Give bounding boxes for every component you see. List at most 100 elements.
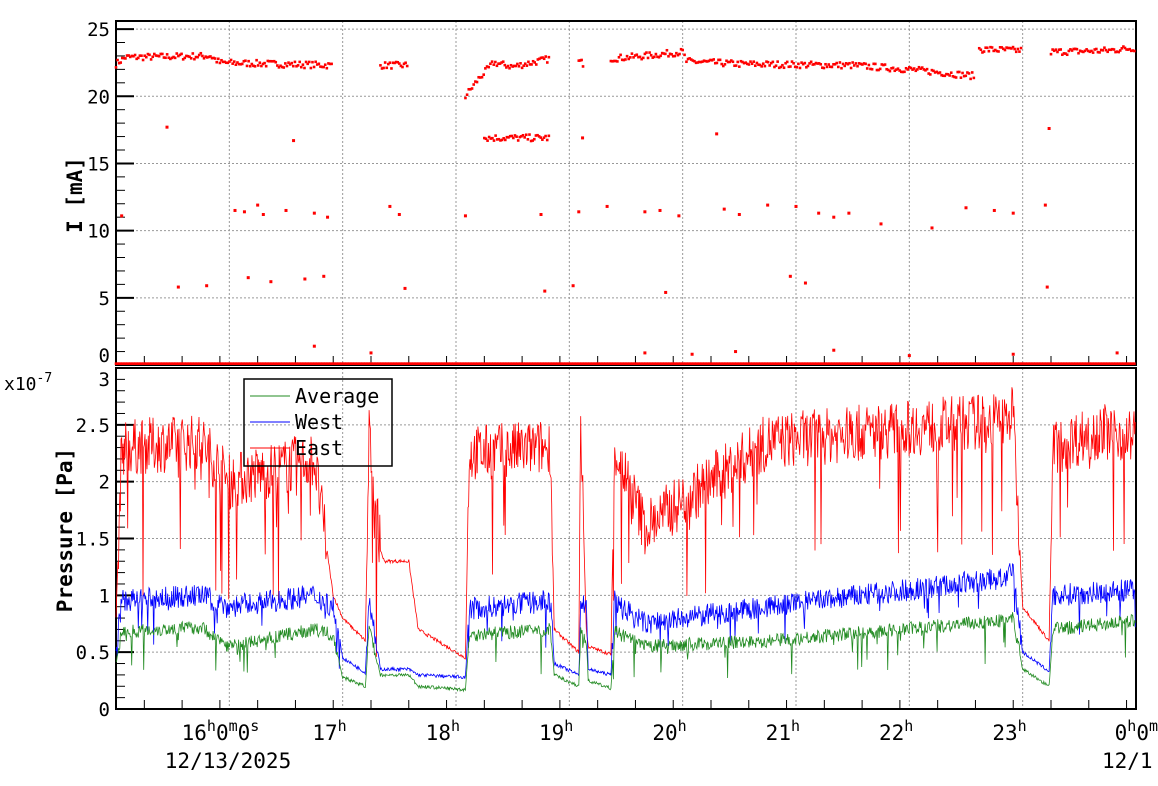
current-point [480, 362, 484, 365]
current-point [364, 362, 367, 365]
current-point [843, 64, 846, 68]
current-point [744, 362, 748, 365]
current-point [440, 362, 444, 365]
current-point [719, 362, 722, 365]
current-point [977, 46, 981, 50]
current-point [346, 362, 350, 365]
current-point [645, 362, 649, 365]
current-point [683, 362, 687, 365]
current-point [312, 362, 316, 365]
current-point [325, 362, 329, 365]
current-point [624, 58, 627, 61]
current-point [646, 56, 650, 60]
current-point [517, 64, 521, 68]
current-point [614, 59, 618, 63]
current-point [880, 63, 884, 66]
current-point [494, 134, 497, 137]
y-scale-factor: x10-7 [4, 371, 52, 395]
current-point [418, 362, 422, 365]
current-point [143, 362, 147, 365]
current-point [408, 362, 412, 365]
current-point [903, 70, 906, 74]
current-point [1078, 49, 1082, 53]
current-point [133, 362, 137, 365]
current-point [924, 69, 927, 72]
current-point [309, 66, 313, 70]
current-point [821, 362, 824, 365]
current-point [432, 362, 436, 365]
current-point [774, 64, 778, 68]
current-point [508, 134, 512, 138]
current-point [116, 58, 119, 62]
current-point [470, 87, 474, 90]
current-point [1101, 362, 1104, 365]
current-point [201, 54, 204, 58]
current-point [789, 65, 792, 68]
current-point [659, 54, 662, 58]
y-tick-label: 1 [99, 585, 110, 607]
current-point [476, 362, 479, 365]
current-point [611, 60, 614, 63]
current-point [368, 362, 372, 365]
current-point [264, 362, 268, 365]
current-point [301, 362, 305, 365]
current-point [722, 362, 725, 365]
current-point [835, 61, 839, 65]
current-point [821, 66, 824, 69]
current-point [1091, 362, 1095, 365]
current-point [681, 48, 684, 52]
current-point [479, 76, 482, 79]
current-point [306, 62, 309, 66]
current-point [287, 61, 290, 64]
current-point [895, 68, 898, 71]
current-point [351, 362, 354, 365]
current-point [1125, 362, 1128, 365]
current-point [965, 362, 968, 365]
current-point [245, 64, 249, 68]
current-point [416, 362, 420, 365]
current-point [942, 362, 946, 365]
current-point [571, 362, 575, 365]
current-point [295, 362, 298, 365]
current-point [938, 71, 942, 74]
current-point [506, 362, 509, 365]
current-outlier-point [165, 125, 169, 129]
current-point [1000, 46, 1004, 49]
current-point [306, 362, 310, 365]
current-point [648, 362, 652, 365]
current-point [124, 57, 127, 60]
current-outlier-point [643, 351, 647, 355]
current-point [185, 362, 188, 365]
current-point [981, 51, 984, 54]
current-point [952, 362, 956, 365]
current-point [690, 362, 693, 365]
current-point [1085, 48, 1088, 51]
current-point [930, 362, 933, 365]
current-point [743, 362, 746, 365]
current-point [814, 362, 818, 365]
current-point [908, 66, 911, 69]
current-point [790, 362, 794, 365]
current-point [739, 362, 743, 365]
current-point [605, 362, 609, 365]
current-point [256, 64, 260, 67]
current-point [730, 59, 733, 62]
current-point [1083, 362, 1087, 365]
current-point [972, 76, 976, 80]
current-outlier-point [322, 274, 326, 278]
current-point [1101, 49, 1105, 52]
current-point [165, 53, 169, 56]
current-point [141, 362, 145, 365]
current-point [547, 55, 551, 59]
current-point [701, 60, 704, 63]
current-point [730, 362, 733, 365]
current-point [867, 63, 871, 67]
current-point [919, 67, 922, 71]
current-point [220, 58, 223, 62]
current-point [1115, 50, 1119, 53]
current-point [616, 60, 619, 63]
current-point [448, 362, 452, 365]
current-outlier-point [205, 284, 209, 288]
current-point [276, 362, 279, 365]
current-point [586, 362, 589, 365]
